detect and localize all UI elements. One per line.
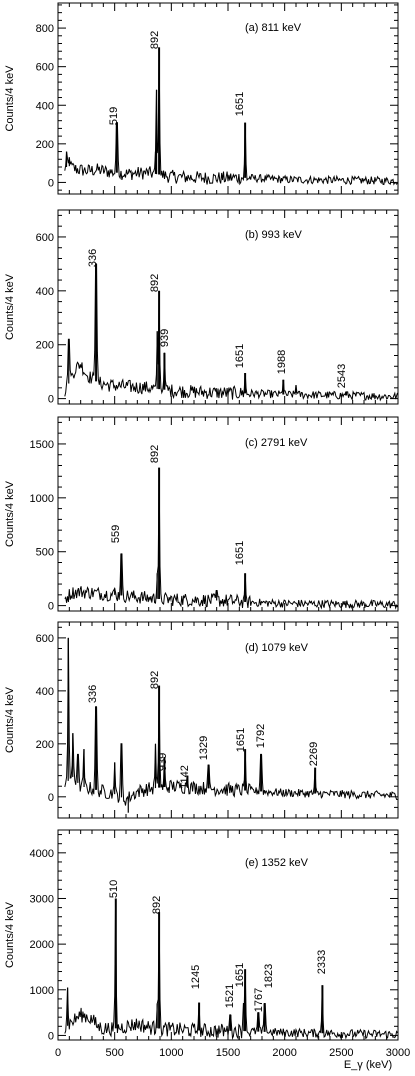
peak-label-1651: 1651 <box>234 344 246 368</box>
peak-label-892: 892 <box>149 274 161 292</box>
y-tick-label: 3000 <box>30 893 54 905</box>
y-tick-label: 800 <box>36 23 54 35</box>
panel-title: (a) 811 keV <box>245 22 302 34</box>
spectrum-line <box>64 637 398 806</box>
y-axis-label: Counts/4 keV <box>4 480 16 547</box>
panel-title: (b) 993 keV <box>245 229 303 241</box>
y-tick-label: 1000 <box>30 985 54 997</box>
y-tick-label: 600 <box>36 232 54 244</box>
y-tick-label: 1000 <box>30 493 54 505</box>
y-tick-label: 600 <box>36 633 54 645</box>
y-tick-label: 2000 <box>30 939 54 951</box>
peak-label-939: 939 <box>159 329 171 347</box>
peak-label-519: 519 <box>108 107 120 125</box>
panel-e: 0 1000 2000 3000 4000 Counts/4 keV (e) 1352 ke… <box>4 829 399 1042</box>
peak-label-2333: 2333 <box>316 950 328 974</box>
panel-d: 0 200 400 600 Counts/4 keV (d) 1079 keV 336 892… <box>4 621 399 819</box>
y-tick-label: 1500 <box>30 439 54 451</box>
peak-label-2543: 2543 <box>336 364 348 388</box>
y-tick-label: 0 <box>48 601 54 613</box>
panel-b: 0 200 400 600 Counts/4 keV (b) 993 keV 336 892 9… <box>4 209 399 406</box>
spectrum-line <box>64 47 398 186</box>
spectrum-line <box>64 467 398 610</box>
spectrum-line <box>64 263 398 402</box>
peak-label-336: 336 <box>87 249 99 267</box>
peak-label-510: 510 <box>108 880 120 898</box>
peak-label-1245: 1245 <box>190 965 202 989</box>
x-tick-label: 1000 <box>159 1047 183 1059</box>
x-tick-label: 0 <box>55 1047 61 1059</box>
y-axis-label: Counts/4 keV <box>4 686 16 753</box>
peak-label-1651: 1651 <box>234 92 246 116</box>
y-axis-label: Counts/4 keV <box>4 65 16 132</box>
y-tick-label: 500 <box>36 547 54 559</box>
y-tick-label: 0 <box>48 792 54 804</box>
peak-label-1142: 1142 <box>179 765 191 789</box>
x-tick-label: 3000 <box>386 1047 410 1059</box>
y-tick-label: 0 <box>48 394 54 406</box>
y-tick-label: 4000 <box>30 848 54 860</box>
peak-label-1521: 1521 <box>224 984 236 1008</box>
panel-a: 0 200 400 600 800 Counts/4 keV (a) 811 keV 519 8… <box>4 2 399 195</box>
peak-label-1792: 1792 <box>255 724 267 748</box>
x-tick-label: 2500 <box>329 1047 353 1059</box>
y-tick-label: 400 <box>36 100 54 112</box>
y-tick-label: 200 <box>36 739 54 751</box>
peak-label-559: 559 <box>110 525 122 543</box>
peak-label-892: 892 <box>149 445 161 463</box>
x-tick-label: 2000 <box>272 1047 296 1059</box>
peak-label-2269: 2269 <box>308 742 320 766</box>
peak-label-1823: 1823 <box>263 964 275 988</box>
peak-label-892: 892 <box>151 896 163 914</box>
panel-title: (c) 2791 keV <box>245 437 308 449</box>
panel-c: 0 500 1000 1500 Counts/4 keV (c) 2791 keV 559 8… <box>4 416 399 613</box>
y-tick-label: 0 <box>48 1030 54 1042</box>
peak-label-1329: 1329 <box>198 736 210 760</box>
peak-label-1767: 1767 <box>253 988 265 1012</box>
y-axis-label: Counts/4 keV <box>4 273 16 340</box>
peak-label-336: 336 <box>87 685 99 703</box>
y-tick-label: 0 <box>48 177 54 189</box>
peak-label-892: 892 <box>149 31 161 49</box>
y-axis-label: Counts/4 keV <box>4 901 16 968</box>
x-tick-label: 500 <box>105 1047 123 1059</box>
y-tick-label: 400 <box>36 286 54 298</box>
peak-label-1651: 1651 <box>234 963 246 987</box>
x-axis-label: E_γ (keV) <box>344 1059 392 1071</box>
peak-label-1651: 1651 <box>235 728 247 752</box>
y-tick-label: 400 <box>36 686 54 698</box>
peak-label-892: 892 <box>149 671 161 689</box>
peak-label-1988: 1988 <box>276 350 288 374</box>
x-tick-label: 1500 <box>216 1047 240 1059</box>
peak-label-1651: 1651 <box>234 541 246 565</box>
panel-title: (d) 1079 keV <box>245 642 309 654</box>
panel-title: (e) 1352 keV <box>245 857 309 869</box>
y-tick-label: 600 <box>36 62 54 74</box>
plot-frame <box>57 2 399 195</box>
peak-label-939: 939 <box>157 753 169 771</box>
plot-frame <box>57 416 399 612</box>
y-tick-label: 200 <box>36 340 54 352</box>
y-tick-label: 200 <box>36 139 54 151</box>
